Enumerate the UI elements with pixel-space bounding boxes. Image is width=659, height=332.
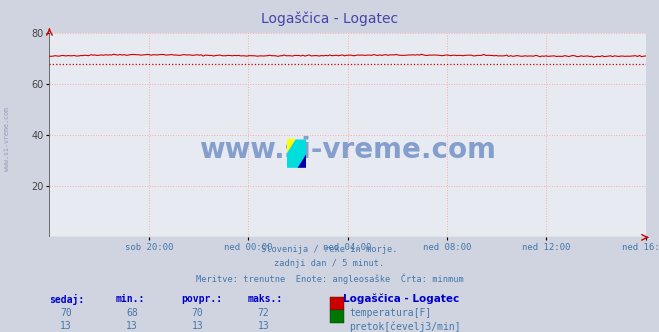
Text: 13: 13 bbox=[60, 321, 72, 331]
Text: 13: 13 bbox=[126, 321, 138, 331]
Text: 13: 13 bbox=[192, 321, 204, 331]
Text: 70: 70 bbox=[60, 308, 72, 318]
Polygon shape bbox=[287, 139, 296, 154]
Text: 72: 72 bbox=[258, 308, 270, 318]
Text: 13: 13 bbox=[258, 321, 270, 331]
Text: 70: 70 bbox=[192, 308, 204, 318]
Text: Slovenija / reke in morje.: Slovenija / reke in morje. bbox=[261, 245, 398, 254]
Text: www.si-vreme.com: www.si-vreme.com bbox=[199, 135, 496, 164]
Text: 68: 68 bbox=[126, 308, 138, 318]
Polygon shape bbox=[287, 139, 306, 168]
Text: min.:: min.: bbox=[115, 294, 145, 304]
Text: sedaj:: sedaj: bbox=[49, 294, 84, 305]
Text: temperatura[F]: temperatura[F] bbox=[349, 308, 432, 318]
Text: maks.:: maks.: bbox=[247, 294, 282, 304]
Text: Logaščica - Logatec: Logaščica - Logatec bbox=[261, 12, 398, 26]
Text: Logaščica - Logatec: Logaščica - Logatec bbox=[343, 294, 459, 304]
Text: povpr.:: povpr.: bbox=[181, 294, 222, 304]
Polygon shape bbox=[298, 154, 306, 168]
Text: Meritve: trenutne  Enote: angleosaške  Črta: minmum: Meritve: trenutne Enote: angleosaške Črt… bbox=[196, 274, 463, 284]
Text: www.si-vreme.com: www.si-vreme.com bbox=[3, 108, 10, 171]
Text: zadnji dan / 5 minut.: zadnji dan / 5 minut. bbox=[274, 259, 385, 268]
Text: pretok[čevelj3/min]: pretok[čevelj3/min] bbox=[349, 321, 461, 332]
